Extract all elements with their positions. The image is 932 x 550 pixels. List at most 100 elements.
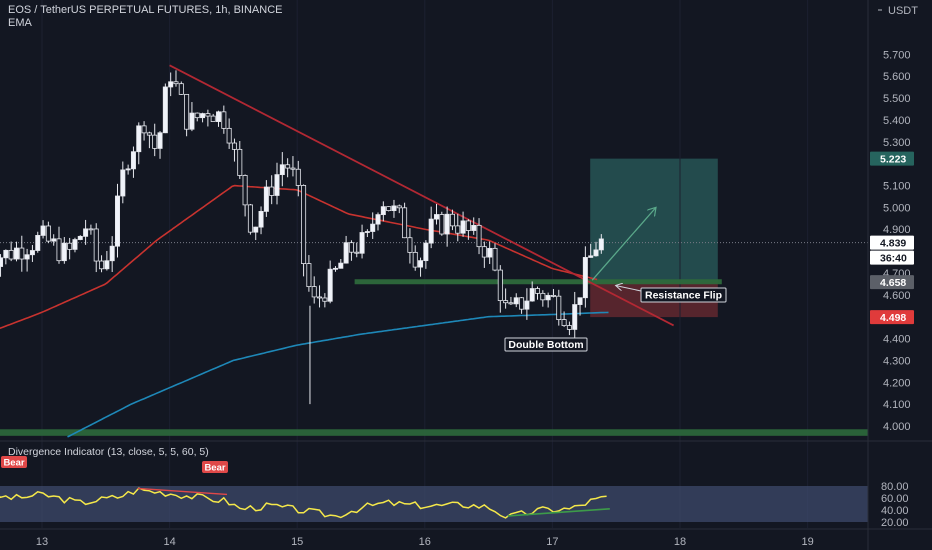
candle-body [327, 268, 333, 302]
bear-label-left-box [1, 456, 27, 468]
candle-body [322, 297, 328, 302]
candle-body [471, 224, 477, 231]
candle-body [577, 297, 583, 305]
candle-body [226, 127, 232, 144]
candle-body [194, 112, 200, 119]
candle-body [35, 235, 41, 251]
time-tick-label: 16 [419, 536, 431, 548]
price-tick-label: 4.100 [883, 399, 911, 411]
candle-body [540, 292, 546, 301]
bearish-divergence-line [137, 487, 228, 496]
entry-price-tag-box [870, 275, 914, 290]
time-tick-label: 13 [36, 536, 48, 548]
candle-body [178, 83, 184, 95]
candle-body [77, 235, 83, 240]
price-tick-label: 5.300 [883, 137, 911, 149]
candle-body [99, 260, 105, 270]
candle-body [402, 207, 408, 239]
candle-body [481, 246, 487, 258]
oscillator-tick-label: 40.00 [881, 505, 909, 517]
candle-body [221, 111, 227, 129]
candle-body [72, 239, 78, 250]
candle-body [364, 231, 370, 233]
candle-body [247, 204, 253, 233]
bear-label-left: Bear [3, 458, 24, 469]
candle-body [210, 115, 216, 122]
candle-body [29, 250, 35, 256]
price-tick-label: 4.900 [883, 224, 911, 236]
bear-label-right: Bear [204, 463, 225, 474]
candle-body [598, 238, 604, 251]
last-price-tag: 4.839 [880, 238, 906, 250]
candle-body [449, 213, 455, 227]
candle-body [524, 300, 530, 310]
oscillator-line [0, 487, 607, 519]
candle-body [588, 255, 594, 258]
candle-body [444, 213, 450, 235]
candle-body [45, 225, 51, 242]
candle-body [561, 319, 567, 326]
candle-body [301, 185, 307, 264]
candle-body [519, 297, 525, 310]
candle-body [407, 237, 413, 253]
candle-body [311, 286, 317, 298]
candle-body [61, 242, 67, 262]
candle-body [354, 251, 360, 254]
candle-body [146, 132, 152, 136]
price-tick-label: 4.400 [883, 334, 911, 346]
candle-body [173, 81, 179, 85]
candle-body [529, 288, 535, 302]
candle-body [550, 295, 556, 297]
candle-body [231, 142, 237, 150]
candle-body [492, 247, 498, 271]
candle-body [263, 186, 269, 212]
price-tick-label: 4.600 [883, 290, 911, 302]
candle-body [40, 225, 46, 236]
countdown-label: 36:40 [880, 253, 907, 265]
bear-label-right-box [202, 461, 228, 473]
ema-fast-line [0, 184, 598, 330]
candle-body [508, 302, 514, 305]
candle-body [439, 214, 445, 235]
candle-body [386, 206, 392, 212]
candle-body [572, 304, 578, 330]
candle-body [433, 214, 439, 220]
price-tick-label: 4.300 [883, 355, 911, 367]
candle-body [338, 262, 344, 269]
ema-slow-line [67, 311, 609, 438]
countdown-box [870, 250, 914, 265]
target-zone [590, 158, 718, 283]
candle-body [497, 269, 503, 301]
candle-body [242, 175, 248, 206]
candle-body [332, 267, 338, 270]
oscillator-tick-label: 80.00 [881, 481, 909, 493]
candle-body [370, 223, 376, 232]
candle-body [487, 247, 493, 258]
target-price-tag-box [870, 151, 914, 166]
candle-body [152, 134, 158, 149]
price-tick-label: 5.000 [883, 202, 911, 214]
price-tick-label: 5.600 [883, 71, 911, 83]
resistance-flip-arrow [617, 286, 642, 292]
currency-label: USDT [888, 5, 918, 17]
oscillator-tick-label: 60.00 [881, 493, 909, 505]
candle-body [109, 245, 115, 262]
candle-body [120, 169, 126, 197]
candle-body [51, 238, 57, 242]
time-tick-label: 19 [801, 536, 813, 548]
candle-body [237, 148, 243, 176]
candle-body [593, 249, 599, 257]
candle-body [83, 228, 89, 237]
price-tick-label: 5.400 [883, 115, 911, 127]
candle-body [258, 210, 264, 228]
candle-body [465, 220, 471, 231]
candle-body [56, 238, 62, 262]
candle-body [125, 168, 131, 171]
oscillator-title: Divergence Indicator (13, close, 5, 5, 6… [8, 446, 209, 458]
last-price-tag-box [870, 235, 914, 250]
candle-body [19, 247, 25, 260]
candle-body [253, 226, 259, 233]
candle-body [279, 164, 285, 176]
